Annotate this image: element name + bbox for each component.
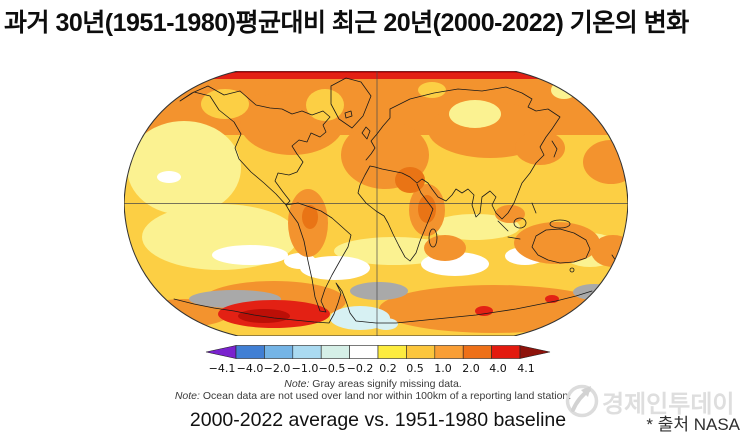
eurasia-africa-coastline [357, 86, 561, 262]
south-atlantic-pale-band [334, 237, 454, 265]
note-missing-data: Note: Gray areas signify missing data. [0, 378, 746, 390]
map-border [124, 71, 628, 336]
west-australia-ocean-warm-spot [495, 205, 525, 223]
philippines-coastline [531, 202, 537, 214]
antarctic-peninsula-red-core [238, 309, 290, 323]
source-credit-text: * 출처 NASA [646, 415, 740, 434]
colorbar-tick-labels: −4.1 −4.0 −2.0 −1.0 −0.5 −0.2 0.2 0.5 1.… [209, 362, 535, 375]
map-svg [124, 71, 628, 336]
east-asia-warm-patch [515, 131, 565, 165]
arctic-edge-band [124, 71, 628, 74]
note-text: Gray areas signify missing data. [309, 378, 462, 390]
colorbar-svg: −4.1 −4.0 −2.0 −1.0 −0.5 −0.2 0.2 0.5 1.… [205, 345, 551, 375]
scale-box-4 [320, 345, 350, 359]
brazil-hot-core [302, 205, 318, 229]
note-text: Ocean data are not used over land nor wi… [199, 390, 572, 402]
scale-box-1 [235, 345, 265, 359]
scale-tick: 2.0 [462, 362, 480, 375]
bering-gold-patch [201, 89, 249, 119]
world-anomaly-map [124, 71, 628, 336]
watermark-logo-icon [565, 384, 599, 418]
note-label: Note: [174, 390, 200, 402]
baseline-caption: 2000-2022 average vs. 1951-1980 baseline [189, 409, 567, 431]
scale-tick: −0.5 [319, 362, 346, 375]
borneo-coastline [513, 217, 527, 229]
barents-gold-patch [418, 82, 446, 98]
antarctic-cool-cyan-patch-2 [374, 318, 398, 330]
southern-africa-warm-patch [424, 235, 466, 261]
arctic-red-band [124, 73, 628, 81]
scale-tick: 4.0 [489, 362, 507, 375]
scale-tick: −4.1 [209, 362, 236, 375]
scale-box-10 [491, 345, 521, 359]
colorbar-segments [205, 345, 551, 359]
scale-tick: 1.0 [434, 362, 452, 375]
australia-coastline [531, 228, 591, 264]
northeast-pacific-pale-region [127, 121, 241, 215]
sumatra-coastline [497, 220, 509, 232]
south-indian-pale-band [430, 214, 520, 240]
scale-arrow-right [519, 345, 551, 359]
scale-arrow-left [205, 345, 237, 359]
madagascar-coastline [428, 228, 438, 248]
colorbar: −4.1 −4.0 −2.0 −1.0 −0.5 −0.2 0.2 0.5 1.… [196, 343, 556, 379]
south-pacific-white-patch [212, 245, 288, 265]
logo-arrowhead-icon [581, 386, 591, 397]
scale-tick: −4.0 [237, 362, 264, 375]
tasmania-coastline [569, 267, 575, 273]
watermark: 경제인투데이 * 출처 NASA [560, 378, 746, 436]
pacific-white-spot [157, 171, 181, 183]
north-america-coastline [179, 85, 331, 206]
south-america-coastline [285, 202, 352, 313]
east-africa-hot-core [418, 195, 436, 223]
central-russia-pale-patch [449, 100, 501, 128]
scale-box-7 [406, 345, 436, 359]
newguinea-coastline [549, 219, 571, 229]
scale-box-3 [292, 345, 322, 359]
scale-tick: −1.0 [292, 362, 319, 375]
australia-warm-patch [514, 222, 600, 264]
iceland-coastline [344, 110, 353, 119]
java-coastline [507, 236, 521, 240]
watermark-brand-text: 경제인투데이 [602, 391, 735, 418]
scale-tick: 4.1 [517, 362, 535, 375]
scale-tick: −2.0 [264, 362, 291, 375]
logo-ring [565, 384, 599, 418]
japan-coastline [551, 140, 558, 158]
scale-box-9 [462, 345, 492, 359]
coastlines [173, 77, 622, 324]
scale-box-8 [434, 345, 464, 359]
baffin-gold-patch [306, 89, 344, 121]
page-title: 과거 30년(1951-1980)평균대비 최근 20년(2000-2022) … [4, 9, 689, 37]
scale-box-6 [377, 345, 407, 359]
note-label: Note: [284, 378, 310, 390]
south-atlantic-white-patch [300, 256, 370, 280]
scale-box-2 [264, 345, 294, 359]
antarctica-coastline [173, 282, 593, 324]
scale-tick: −0.2 [347, 362, 374, 375]
britain-coastline [361, 126, 371, 140]
scale-box-5 [349, 345, 379, 359]
scale-tick: 0.2 [379, 362, 397, 375]
note-ocean-data: Note: Ocean data are not used over land … [0, 390, 746, 402]
scale-tick: 0.5 [406, 362, 424, 375]
greenland-coastline [330, 77, 372, 129]
missing-data-gray-center [350, 282, 408, 300]
